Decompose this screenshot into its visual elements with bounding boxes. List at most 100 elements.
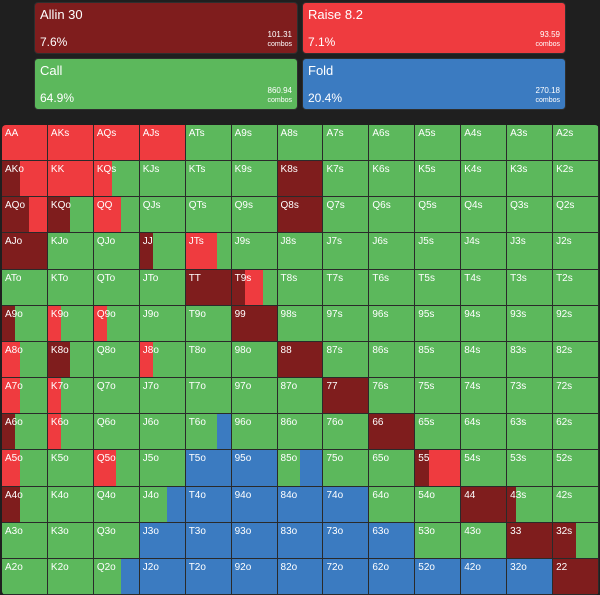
hand-cell-96s[interactable]: 96s <box>369 305 416 342</box>
hand-cell-t9s[interactable]: T9s <box>231 269 278 306</box>
hand-cell-a5s[interactable]: A5s <box>415 125 462 162</box>
hand-cell-92o[interactable]: 92o <box>231 558 278 595</box>
hand-cell-a8o[interactable]: A8o <box>2 341 48 379</box>
hand-cell-a2o[interactable]: A2o <box>2 558 48 595</box>
hand-cell-43o[interactable]: 43o <box>461 522 508 559</box>
hand-cell-63s[interactable]: 63s <box>507 414 554 451</box>
hand-cell-t5o[interactable]: T5o <box>185 450 232 487</box>
hand-cell-j7o[interactable]: J7o <box>139 378 186 415</box>
hand-cell-j9o[interactable]: J9o <box>139 305 186 342</box>
hand-cell-32s[interactable]: 32s <box>553 522 599 559</box>
hand-cell-a6o[interactable]: A6o <box>2 414 48 451</box>
hand-cell-a4o[interactable]: A4o <box>2 486 48 523</box>
hand-cell-jts[interactable]: JTs <box>185 233 232 270</box>
hand-cell-jj[interactable]: JJ <box>139 233 186 270</box>
hand-cell-43s[interactable]: 43s <box>507 486 554 523</box>
hand-cell-62o[interactable]: 62o <box>369 558 416 595</box>
hand-cell-q3o[interactable]: Q3o <box>93 522 140 559</box>
hand-cell-t7o[interactable]: T7o <box>185 378 232 415</box>
hand-cell-95o[interactable]: 95o <box>231 450 278 487</box>
hand-cell-ato[interactable]: ATo <box>2 269 48 306</box>
hand-cell-k2o[interactable]: K2o <box>47 558 94 595</box>
hand-cell-j6o[interactable]: J6o <box>139 414 186 451</box>
hand-cell-ats[interactable]: ATs <box>185 125 232 162</box>
hand-cell-j3s[interactable]: J3s <box>507 233 554 270</box>
hand-cell-a4s[interactable]: A4s <box>461 125 508 162</box>
hand-cell-75o[interactable]: 75o <box>323 450 370 487</box>
hand-cell-t2s[interactable]: T2s <box>553 269 599 306</box>
hand-cell-98s[interactable]: 98s <box>277 305 324 342</box>
hand-cell-t8s[interactable]: T8s <box>277 269 324 306</box>
hand-cell-a7o[interactable]: A7o <box>2 378 48 415</box>
hand-cell-kqs[interactable]: KQs <box>93 161 140 198</box>
hand-cell-44[interactable]: 44 <box>461 486 508 523</box>
hand-cell-a2s[interactable]: A2s <box>553 125 599 162</box>
hand-cell-72o[interactable]: 72o <box>323 558 370 595</box>
hand-cell-54s[interactable]: 54s <box>461 450 508 487</box>
hand-cell-73o[interactable]: 73o <box>323 522 370 559</box>
hand-cell-54o[interactable]: 54o <box>415 486 462 523</box>
hand-cell-k3s[interactable]: K3s <box>507 161 554 198</box>
hand-cell-86s[interactable]: 86s <box>369 341 416 379</box>
hand-cell-97s[interactable]: 97s <box>323 305 370 342</box>
hand-cell-jto[interactable]: JTo <box>139 269 186 306</box>
hand-cell-75s[interactable]: 75s <box>415 378 462 415</box>
hand-cell-62s[interactable]: 62s <box>553 414 599 451</box>
hand-cell-53o[interactable]: 53o <box>415 522 462 559</box>
hand-cell-85s[interactable]: 85s <box>415 341 462 379</box>
hand-cell-j5o[interactable]: J5o <box>139 450 186 487</box>
hand-cell-kto[interactable]: KTo <box>47 269 94 306</box>
hand-cell-k9s[interactable]: K9s <box>231 161 278 198</box>
hand-cell-aqo[interactable]: AQo <box>2 197 48 234</box>
hand-cell-97o[interactable]: 97o <box>231 378 278 415</box>
hand-cell-q3s[interactable]: Q3s <box>507 197 554 234</box>
hand-cell-22[interactable]: 22 <box>553 558 599 595</box>
hand-cell-65o[interactable]: 65o <box>369 450 416 487</box>
hand-cell-52o[interactable]: 52o <box>415 558 462 595</box>
hand-cell-t6s[interactable]: T6s <box>369 269 416 306</box>
hand-cell-33[interactable]: 33 <box>507 522 554 559</box>
hand-cell-t5s[interactable]: T5s <box>415 269 462 306</box>
hand-cell-q9o[interactable]: Q9o <box>93 305 140 342</box>
hand-cell-kqo[interactable]: KQo <box>47 197 94 234</box>
hand-cell-t8o[interactable]: T8o <box>185 341 232 379</box>
hand-cell-a9o[interactable]: A9o <box>2 305 48 342</box>
hand-cell-t4o[interactable]: T4o <box>185 486 232 523</box>
hand-cell-86o[interactable]: 86o <box>277 414 324 451</box>
hand-cell-a7s[interactable]: A7s <box>323 125 370 162</box>
hand-cell-76o[interactable]: 76o <box>323 414 370 451</box>
hand-cell-j4s[interactable]: J4s <box>461 233 508 270</box>
hand-cell-85o[interactable]: 85o <box>277 450 324 487</box>
hand-cell-a3s[interactable]: A3s <box>507 125 554 162</box>
hand-cell-j7s[interactable]: J7s <box>323 233 370 270</box>
hand-cell-94s[interactable]: 94s <box>461 305 508 342</box>
hand-cell-j3o[interactable]: J3o <box>139 522 186 559</box>
hand-cell-32o[interactable]: 32o <box>507 558 554 595</box>
hand-cell-52s[interactable]: 52s <box>553 450 599 487</box>
hand-cell-j9s[interactable]: J9s <box>231 233 278 270</box>
hand-cell-q6o[interactable]: Q6o <box>93 414 140 451</box>
hand-cell-ajs[interactable]: AJs <box>139 125 186 162</box>
hand-cell-92s[interactable]: 92s <box>553 305 599 342</box>
call-summary-card[interactable]: Call 64.9% 860.94 combos <box>34 58 298 110</box>
hand-cell-95s[interactable]: 95s <box>415 305 462 342</box>
hand-cell-k8o[interactable]: K8o <box>47 341 94 379</box>
hand-cell-kjs[interactable]: KJs <box>139 161 186 198</box>
hand-cell-kk[interactable]: KK <box>47 161 94 198</box>
hand-cell-aks[interactable]: AKs <box>47 125 94 162</box>
hand-cell-a5o[interactable]: A5o <box>2 450 48 487</box>
hand-cell-k7o[interactable]: K7o <box>47 378 94 415</box>
hand-cell-q5s[interactable]: Q5s <box>415 197 462 234</box>
hand-cell-q8s[interactable]: Q8s <box>277 197 324 234</box>
hand-cell-t7s[interactable]: T7s <box>323 269 370 306</box>
hand-cell-83o[interactable]: 83o <box>277 522 324 559</box>
hand-cell-a9s[interactable]: A9s <box>231 125 278 162</box>
hand-cell-82o[interactable]: 82o <box>277 558 324 595</box>
hand-cell-qjs[interactable]: QJs <box>139 197 186 234</box>
hand-cell-q5o[interactable]: Q5o <box>93 450 140 487</box>
hand-cell-t6o[interactable]: T6o <box>185 414 232 451</box>
hand-cell-q7s[interactable]: Q7s <box>323 197 370 234</box>
hand-cell-87s[interactable]: 87s <box>323 341 370 379</box>
hand-cell-53s[interactable]: 53s <box>507 450 554 487</box>
hand-cell-j8o[interactable]: J8o <box>139 341 186 379</box>
